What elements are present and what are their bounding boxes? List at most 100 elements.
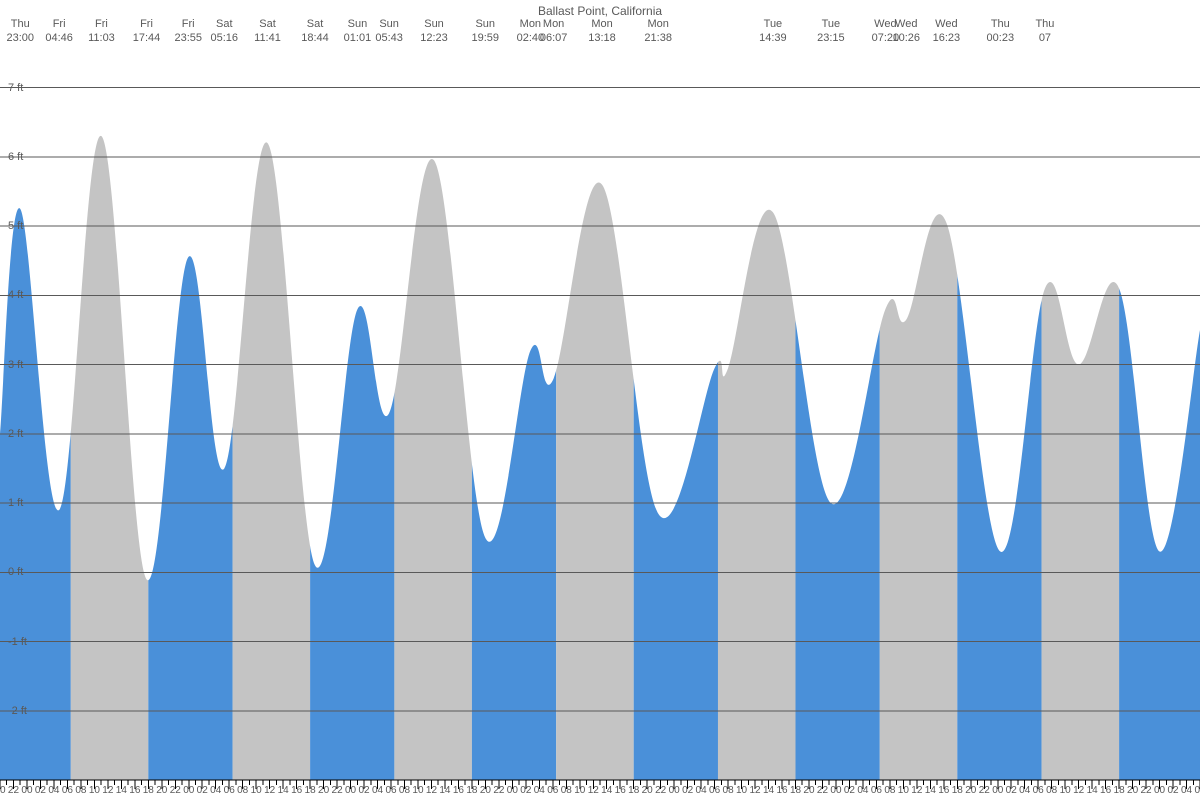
- tide-event-day: Sun: [475, 18, 495, 30]
- x-axis-label: 20: [0, 785, 6, 796]
- x-axis-label: 02: [682, 785, 693, 796]
- tide-event-day: Mon: [591, 18, 612, 30]
- tide-event-time: 18:44: [301, 32, 329, 44]
- tide-event-time: 16:23: [933, 32, 961, 44]
- tide-event-day: Fri: [182, 18, 195, 30]
- x-axis-label: 14: [1087, 785, 1098, 796]
- x-axis-label: 06: [547, 785, 558, 796]
- x-axis-label: 22: [655, 785, 666, 796]
- x-axis-label: 18: [1114, 785, 1125, 796]
- x-axis-label: 04: [372, 785, 383, 796]
- tide-event-time: 19:59: [471, 32, 499, 44]
- x-axis-label: 10: [412, 785, 423, 796]
- tide-event-day: Mon: [543, 18, 564, 30]
- x-axis-label: 08: [237, 785, 248, 796]
- x-axis-label: 16: [1100, 785, 1111, 796]
- tide-event-day: Fri: [53, 18, 66, 30]
- tide-event-time: 23:15: [817, 32, 845, 44]
- x-axis-label: 00: [992, 785, 1003, 796]
- y-axis-label: 1 ft: [8, 497, 23, 509]
- x-axis-label: 14: [763, 785, 774, 796]
- tide-event-day: Sun: [348, 18, 368, 30]
- tide-event-time: 14:39: [759, 32, 787, 44]
- x-axis-label: 10: [1060, 785, 1071, 796]
- x-axis-label: 18: [952, 785, 963, 796]
- tide-event-time: 23:55: [174, 32, 202, 44]
- x-axis-label: 16: [129, 785, 140, 796]
- tide-event-time: 04:46: [45, 32, 73, 44]
- tide-event-time: 12:23: [420, 32, 448, 44]
- tide-event-time: 11:41: [254, 32, 281, 44]
- x-axis-label: 06: [62, 785, 73, 796]
- y-axis-label: -2 ft: [8, 705, 27, 717]
- chart-title: Ballast Point, California: [0, 4, 1200, 18]
- tide-event-time: 11:03: [88, 32, 115, 44]
- x-axis-label: 00: [21, 785, 32, 796]
- tide-event-day: Wed: [935, 18, 957, 30]
- x-axis-label: 12: [1073, 785, 1084, 796]
- x-axis-label: 10: [736, 785, 747, 796]
- x-axis-label: 22: [979, 785, 990, 796]
- tide-event-day: Thu: [991, 18, 1010, 30]
- tide-event-time: 00:23: [987, 32, 1015, 44]
- y-axis-label: 3 ft: [8, 359, 23, 371]
- tide-event-day: Wed: [874, 18, 896, 30]
- x-axis-label: 20: [156, 785, 167, 796]
- x-axis-label: 08: [723, 785, 734, 796]
- x-axis-label: 04: [1181, 785, 1192, 796]
- x-axis-label: 18: [466, 785, 477, 796]
- x-axis-label: 04: [210, 785, 221, 796]
- x-axis-label: 20: [1127, 785, 1138, 796]
- x-axis-label: 02: [35, 785, 46, 796]
- tide-event-time: 21:38: [644, 32, 672, 44]
- x-axis-label: 04: [534, 785, 545, 796]
- tide-event-time: 17:44: [133, 32, 161, 44]
- tide-event-time: 23:00: [6, 32, 34, 44]
- x-axis-label: 10: [89, 785, 100, 796]
- x-axis-label: 16: [453, 785, 464, 796]
- tide-event-day: Tue: [822, 18, 841, 30]
- x-axis-label: 04: [857, 785, 868, 796]
- x-axis-label: 08: [399, 785, 410, 796]
- x-axis-label: 14: [601, 785, 612, 796]
- x-axis-label: 08: [75, 785, 86, 796]
- x-axis-label: 16: [291, 785, 302, 796]
- tide-event-day: Thu: [11, 18, 30, 30]
- x-axis-label: 02: [844, 785, 855, 796]
- x-axis-label: 00: [345, 785, 356, 796]
- x-axis-label: 22: [1141, 785, 1152, 796]
- x-axis-label: 20: [318, 785, 329, 796]
- x-axis-label: 16: [776, 785, 787, 796]
- x-axis-label: 00: [183, 785, 194, 796]
- x-axis-label: 12: [588, 785, 599, 796]
- tide-event-time: 01:01: [344, 32, 372, 44]
- tide-event-day: Sun: [379, 18, 399, 30]
- x-axis-label: 04: [48, 785, 59, 796]
- x-axis-label: 06: [709, 785, 720, 796]
- x-axis-label: 14: [925, 785, 936, 796]
- x-axis-label: 14: [439, 785, 450, 796]
- y-axis-label: 4 ft: [8, 289, 23, 301]
- y-axis-label: -1 ft: [8, 636, 27, 648]
- tide-event-time: 10:26: [893, 32, 921, 44]
- x-axis-label: 20: [803, 785, 814, 796]
- tide-event-day: Sat: [259, 18, 276, 30]
- y-axis-label: 2 ft: [8, 428, 23, 440]
- x-axis-label: 02: [197, 785, 208, 796]
- x-axis-label: 06: [385, 785, 396, 796]
- x-axis-label: 12: [749, 785, 760, 796]
- tide-event-day: Thu: [1035, 18, 1054, 30]
- x-axis-label: 06: [1194, 785, 1200, 796]
- tide-event-time: 07: [1039, 32, 1051, 44]
- tide-event-day: Wed: [895, 18, 917, 30]
- y-axis-label: 7 ft: [8, 82, 23, 94]
- x-axis-label: 00: [830, 785, 841, 796]
- x-axis-label: 02: [1167, 785, 1178, 796]
- x-axis-label: 12: [911, 785, 922, 796]
- x-axis-label: 20: [642, 785, 653, 796]
- x-axis-label: 06: [871, 785, 882, 796]
- tide-event-day: Fri: [140, 18, 153, 30]
- tide-event-day: Sat: [307, 18, 324, 30]
- x-axis-label: 14: [116, 785, 127, 796]
- x-axis-label: 04: [1019, 785, 1030, 796]
